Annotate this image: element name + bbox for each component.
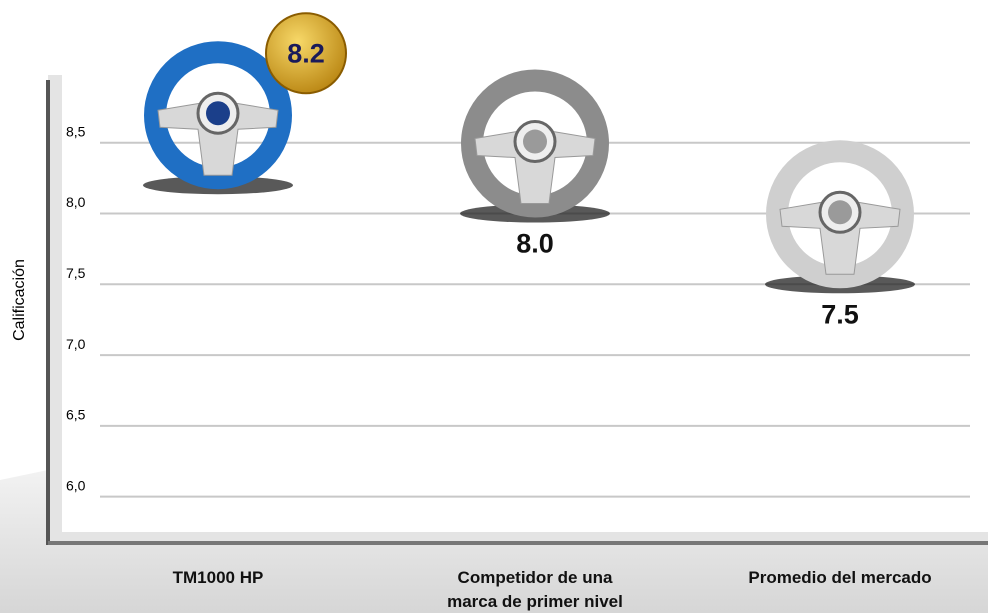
value-label: 8.2 [287,38,325,68]
wheel-center [206,101,230,125]
wheel-center [828,200,852,224]
y-tick-label: 7,0 [66,336,86,352]
y-tick-label: 7,5 [66,265,86,281]
y-tick-label: 6,0 [66,477,86,493]
y-axis-title: Calificación [11,259,28,341]
page: {"chart_data": {"type": "pictograph", "y… [0,0,988,613]
value-label: 7.5 [821,299,859,329]
y-tick-label: 6,5 [66,407,86,423]
value-label: 8.0 [516,229,554,259]
y-tick-label: 8,5 [66,123,86,139]
x-tick-label: Competidor de una marca de primer nivel [445,566,625,614]
x-tick-label: Promedio del mercado [720,566,960,590]
x-tick-label: TM1000 HP [98,566,338,590]
chart: Calificación 6,0 6,5 7,0 7,5 8,0 8,5 8.2 8.0 7.5 [0,0,988,613]
wheel-center [523,130,547,154]
y-tick-label: 8,0 [66,194,86,210]
